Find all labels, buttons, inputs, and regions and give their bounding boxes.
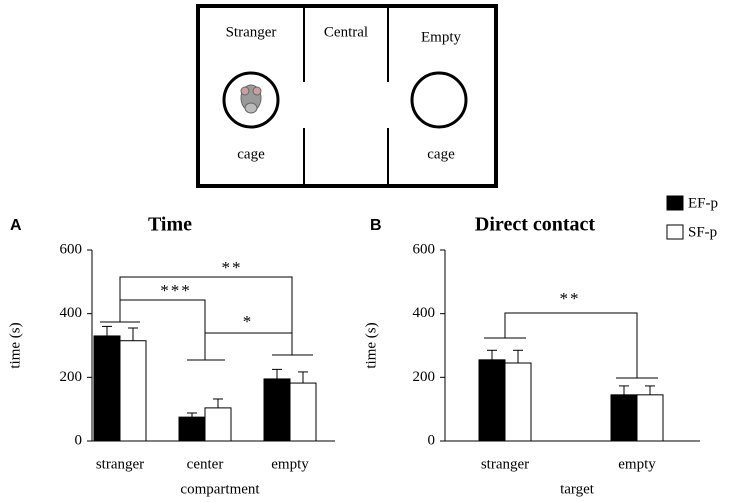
y-tick-label: 400	[60, 305, 83, 321]
x-tick-label: center	[187, 456, 224, 472]
chart-title: Direct contact	[475, 214, 595, 236]
significance-label: *	[243, 312, 254, 331]
y-tick-label: 200	[60, 369, 83, 385]
bar	[610, 394, 638, 442]
bar	[504, 362, 532, 442]
y-axis-label: time (s)	[363, 322, 379, 368]
significance-label: **	[222, 258, 243, 277]
mouse-icon	[240, 84, 262, 114]
bar	[119, 340, 147, 442]
cage	[410, 71, 468, 129]
x-tick-label: stranger	[96, 456, 144, 472]
legend-swatch	[666, 224, 684, 240]
panel-label: B	[370, 217, 382, 234]
diagram-label: Empty	[421, 29, 461, 45]
x-axis-label: compartment	[180, 481, 260, 497]
x-tick-label: empty	[271, 456, 309, 472]
bar	[204, 407, 232, 442]
y-tick-label: 0	[428, 432, 436, 448]
significance-bracket	[204, 332, 292, 360]
bar	[289, 382, 317, 442]
diagram-label: Central	[324, 24, 368, 40]
bar	[178, 416, 206, 442]
x-tick-label: empty	[618, 456, 656, 472]
significance-label: **	[560, 289, 581, 308]
legend-label: EF-p	[688, 195, 718, 211]
box	[196, 4, 498, 188]
y-axis-label: time (s)	[7, 322, 23, 368]
y-tick-label: 200	[413, 369, 436, 385]
x-axis-label: target	[560, 481, 595, 497]
y-tick-label: 600	[413, 241, 436, 257]
significance-bracket	[504, 312, 638, 378]
cage	[222, 71, 280, 129]
significance-label: ***	[160, 281, 192, 300]
diagram-label: cage	[427, 146, 455, 162]
legend-swatch	[666, 195, 684, 211]
diagram-label: Stranger	[226, 24, 277, 40]
y-tick-label: 600	[60, 241, 83, 257]
x-tick-label: stranger	[481, 456, 529, 472]
legend-label: SF-p	[688, 224, 717, 240]
bar	[263, 378, 291, 442]
significance-bracket	[119, 276, 293, 355]
diagram-label: cage	[237, 146, 265, 162]
y-tick-label: 400	[413, 305, 436, 321]
bar	[93, 335, 121, 442]
panel-label: A	[10, 217, 22, 234]
chart-title: Time	[148, 214, 192, 236]
bar	[636, 394, 664, 442]
bar	[478, 359, 506, 442]
y-tick-label: 0	[75, 432, 83, 448]
apparatus-diagram	[196, 4, 498, 188]
